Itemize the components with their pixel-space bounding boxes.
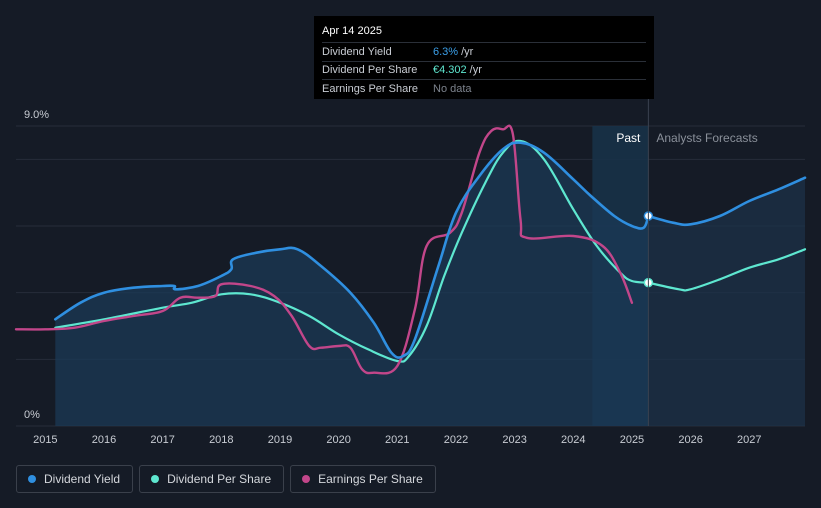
series-line-yield_forecast: [647, 176, 807, 227]
tooltip-label: Dividend Per Share: [322, 64, 418, 77]
x-tick-label: 2017: [150, 434, 174, 446]
x-tick-label: 2025: [620, 434, 644, 446]
legend-label: Dividend Yield: [44, 472, 121, 486]
x-tick-label: 2020: [326, 434, 350, 446]
tooltip-value: 6.3%: [433, 45, 459, 58]
legend-label: Dividend Per Share: [167, 472, 272, 486]
x-tick-label: 2024: [561, 434, 585, 446]
tooltip-value: No data: [433, 82, 472, 95]
tooltip-row-dps: Dividend Per Share €4.302 /yr: [322, 60, 646, 80]
tooltip-unit: /yr: [461, 45, 474, 58]
series-line-dps_forecast: [647, 248, 807, 292]
past-label: Past: [616, 131, 641, 145]
forecast-label: Analysts Forecasts: [656, 131, 757, 145]
x-tick-label: 2015: [33, 434, 57, 446]
tooltip-value: €4.302: [433, 64, 467, 77]
area-yield: [55, 142, 649, 427]
x-tick-label: 2021: [385, 434, 409, 446]
series-lines: [14, 124, 807, 375]
y-axis-bottom-label: 0%: [24, 409, 40, 421]
tooltip: Apr 14 2025 Dividend Yield 6.3% /yr Divi…: [314, 16, 654, 99]
series-line-eps: [14, 124, 634, 375]
tooltip-label: Dividend Yield: [322, 45, 392, 58]
x-tick-label: 2027: [737, 434, 761, 446]
x-tick-label: 2022: [444, 434, 468, 446]
tooltip-row-yield: Dividend Yield 6.3% /yr: [322, 42, 646, 61]
x-tick-label: 2019: [268, 434, 292, 446]
legend-dot-icon: [28, 475, 36, 483]
legend-item-earnings-per-share[interactable]: Earnings Per Share: [290, 465, 436, 493]
legend-dot-icon: [151, 475, 160, 483]
x-axis-ticks: 2015 2016 2017 2018 2019 2020 2021 2022 2023 2024…: [33, 434, 761, 446]
tooltip-row-eps: Earnings Per Share No data: [322, 79, 646, 98]
legend: Dividend Yield Dividend Per Share Earnin…: [16, 465, 436, 493]
tooltip-label: Earnings Per Share: [322, 82, 418, 95]
x-tick-label: 2018: [209, 434, 233, 446]
tooltip-unit: /yr: [469, 64, 482, 77]
area-fill: [55, 142, 805, 427]
legend-dot-icon: [302, 475, 311, 483]
legend-item-dividend-per-share[interactable]: Dividend Per Share: [139, 465, 285, 493]
series-line-dps: [54, 139, 650, 363]
legend-label: Earnings Per Share: [318, 472, 423, 486]
x-tick-label: 2016: [92, 434, 116, 446]
tooltip-date: Apr 14 2025: [322, 25, 382, 37]
series-line-yield: [54, 141, 650, 359]
area-yield_forecast: [648, 177, 805, 426]
x-tick-label: 2023: [502, 434, 526, 446]
x-tick-label: 2026: [678, 434, 702, 446]
legend-item-dividend-yield[interactable]: Dividend Yield: [16, 465, 134, 493]
y-axis-top-label: 9.0%: [24, 109, 49, 121]
